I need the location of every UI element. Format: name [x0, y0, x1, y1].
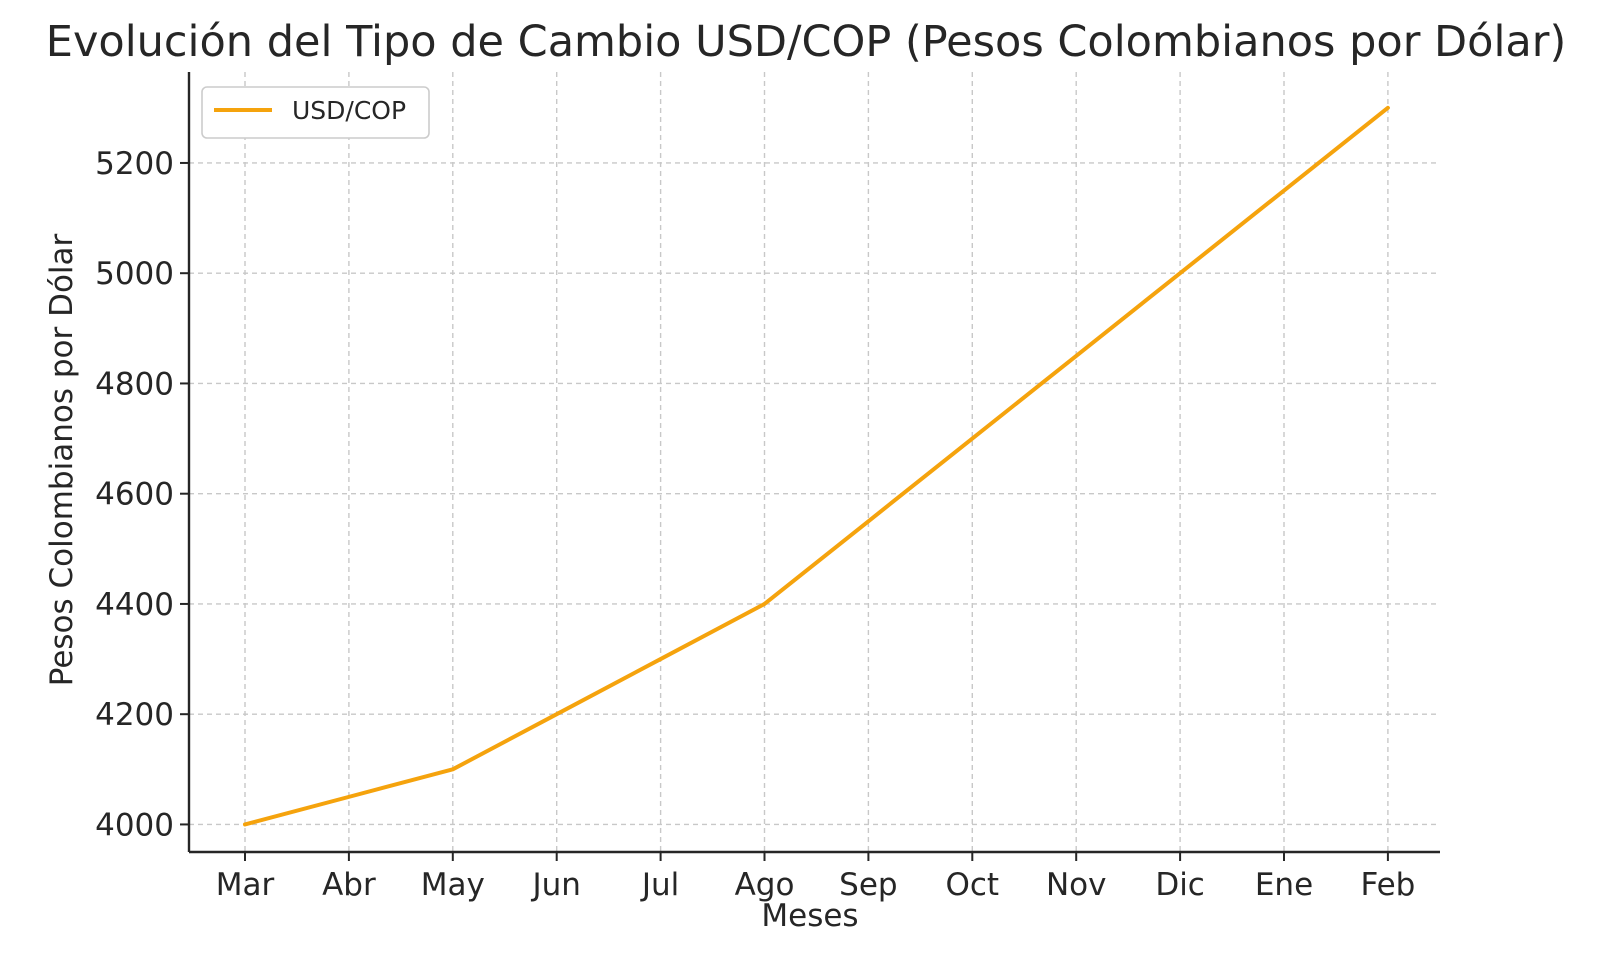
series-line-usd-cop: [243, 105, 1390, 827]
x-tick-label: Dic: [1155, 867, 1205, 903]
legend-box: [201, 86, 430, 139]
x-tick-label: Mar: [216, 867, 275, 903]
ticks: 4000 4200 4400 4600 4800 5000 5200 Mar Abr May Jun…: [95, 146, 1415, 903]
x-tick-label: Ago: [735, 867, 795, 903]
y-tick-label: 4600: [95, 477, 174, 513]
legend: USD/COP: [201, 86, 430, 139]
x-tick-label: Feb: [1360, 867, 1415, 903]
x-tick-label: Ene: [1255, 867, 1313, 903]
x-tick-label: Jun: [530, 867, 580, 903]
x-tick-label: Abr: [322, 867, 376, 903]
y-tick-label: 4400: [95, 587, 174, 623]
legend-label: USD/COP: [292, 96, 406, 125]
x-tick-label: Sep: [839, 867, 897, 903]
grid: [189, 72, 1440, 852]
y-tick-label: 5000: [95, 256, 174, 292]
y-axis-label: Pesos Colombianos por Dólar: [44, 233, 80, 686]
axes: [187, 72, 1440, 854]
x-tick-label: Nov: [1046, 867, 1107, 903]
y-tick-label: 4800: [95, 366, 174, 402]
x-tick-label: Oct: [945, 867, 999, 903]
series-layer: [243, 105, 1390, 827]
x-axis-label: Meses: [761, 898, 858, 934]
x-tick-label: May: [421, 867, 485, 903]
x-tick-label: Jul: [640, 867, 679, 903]
y-tick-label: 4000: [95, 807, 174, 843]
y-tick-label: 4200: [95, 697, 174, 733]
chart-title: Evolución del Tipo de Cambio USD/COP (Pe…: [46, 17, 1566, 67]
y-tick-label: 5200: [95, 146, 174, 182]
